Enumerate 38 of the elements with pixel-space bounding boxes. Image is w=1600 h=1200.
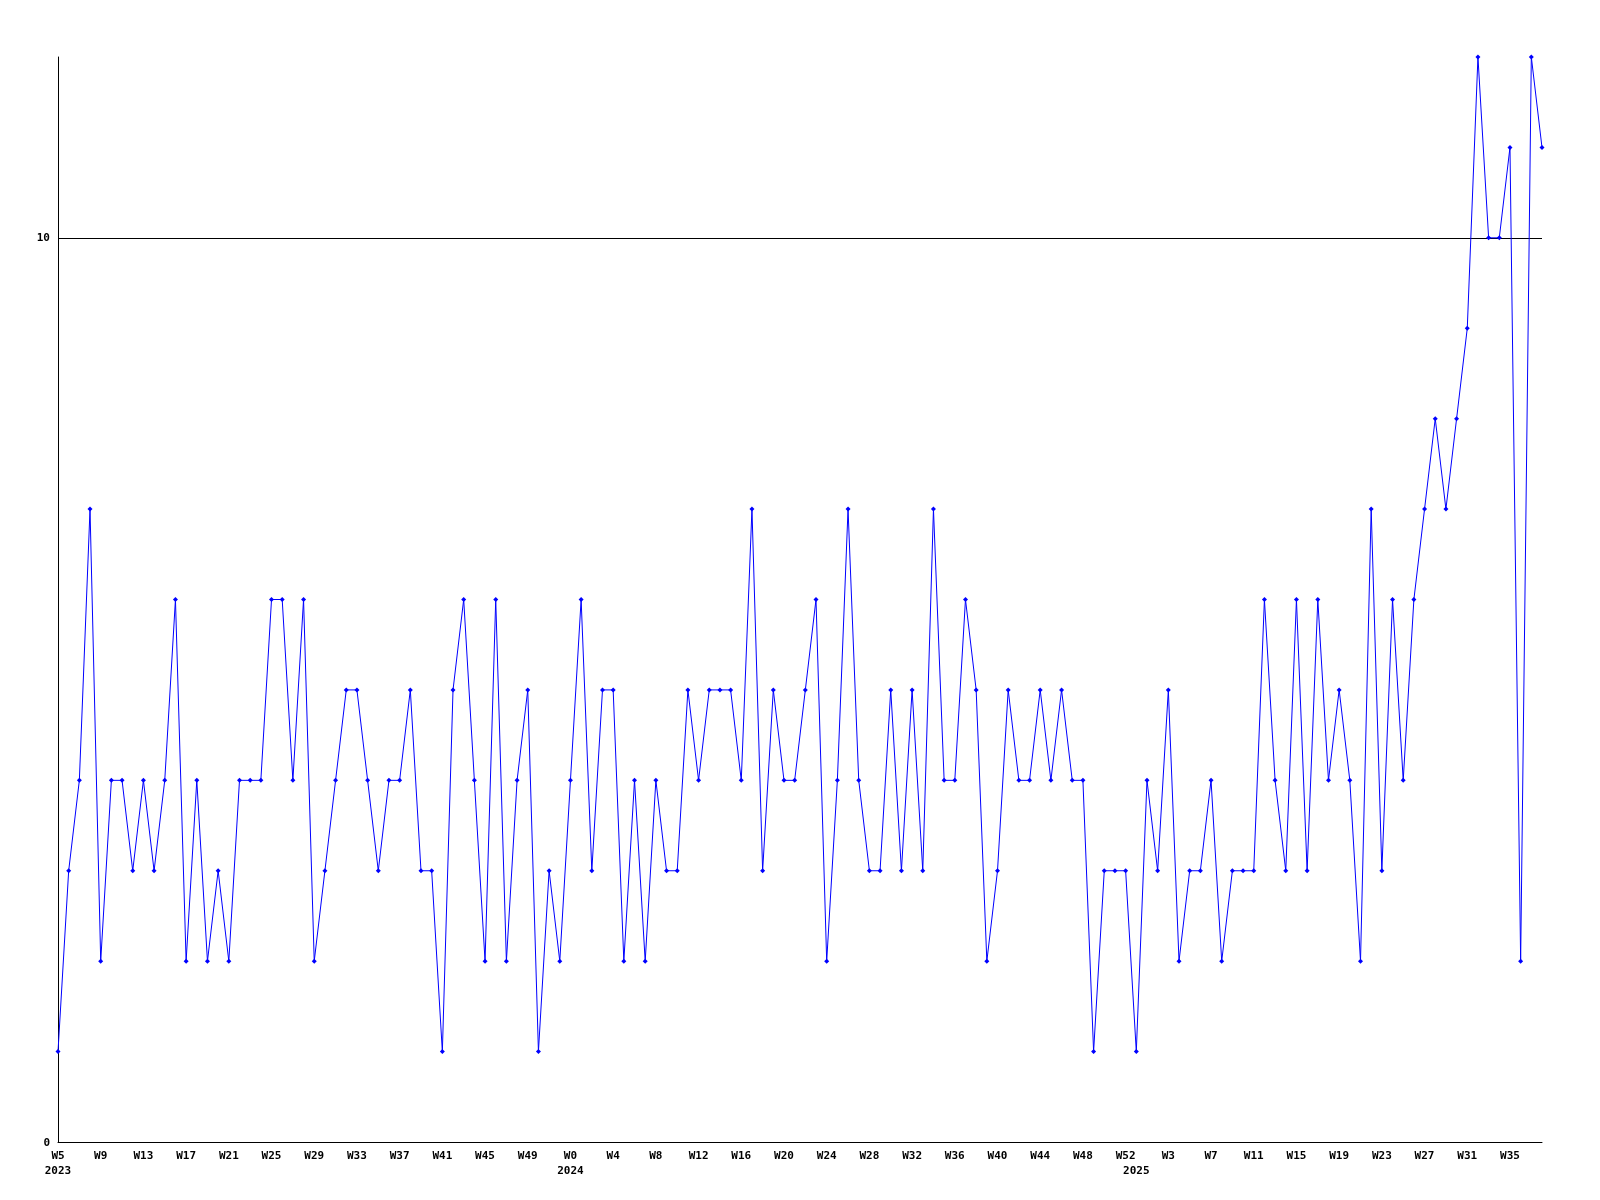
x-tick-label: W48 <box>1072 1149 1093 1162</box>
x-tick-label: W49 <box>517 1149 538 1162</box>
x-tick-label: W37 <box>389 1149 410 1162</box>
x-tick-label: W15 <box>1286 1149 1307 1162</box>
x-tick-label: W25 <box>261 1149 282 1162</box>
x-tick-label: W24 <box>816 1149 837 1162</box>
x-tick-label: W20 <box>774 1149 794 1162</box>
x-tick-label: W28 <box>859 1149 880 1162</box>
x-tick-label: W17 <box>176 1149 197 1162</box>
x-tick-label: W33 <box>347 1149 367 1162</box>
x-tick-label: W44 <box>1030 1149 1051 1162</box>
x-tick-label: W12 <box>688 1149 709 1162</box>
x-tick-label: W21 <box>218 1149 240 1162</box>
x-tick-label: W41 <box>432 1149 453 1162</box>
x-tick-label: W35 <box>1500 1149 1520 1162</box>
y-tick-label: 0 <box>43 1135 50 1149</box>
x-tick-label: W29 <box>304 1149 325 1162</box>
x-tick-label: W32 <box>902 1149 923 1162</box>
x-tick-label: W9 <box>94 1149 108 1162</box>
x-tick-label: W11 <box>1243 1149 1265 1162</box>
x-tick-label: W7 <box>1204 1149 1218 1162</box>
x-tick-label: W27 <box>1414 1149 1435 1162</box>
y-tick-label: 10 <box>36 231 50 245</box>
x-tick-label: W52 <box>1115 1149 1136 1162</box>
x-tick-label: W45 <box>475 1149 495 1162</box>
x-tick-label: W4 <box>606 1149 621 1162</box>
x-tick-label: W0 2024 <box>557 1149 585 1177</box>
x-tick-label: W13 <box>133 1149 154 1162</box>
x-tick-label: W5 2023 <box>44 1149 72 1177</box>
x-tick-label: W40 <box>987 1149 1008 1162</box>
x-tick-label: W31 <box>1457 1149 1478 1162</box>
x-tick-label: W23 <box>1371 1149 1392 1162</box>
x-tick-label: W19 <box>1329 1149 1350 1162</box>
x-tick-label: W3 <box>1161 1149 1175 1162</box>
x-tick-label: 2025 <box>1123 1164 1150 1177</box>
x-tick-label: W16 <box>731 1149 752 1162</box>
x-tick-label: W8 <box>649 1149 663 1162</box>
x-tick-label: W36 <box>944 1149 966 1162</box>
